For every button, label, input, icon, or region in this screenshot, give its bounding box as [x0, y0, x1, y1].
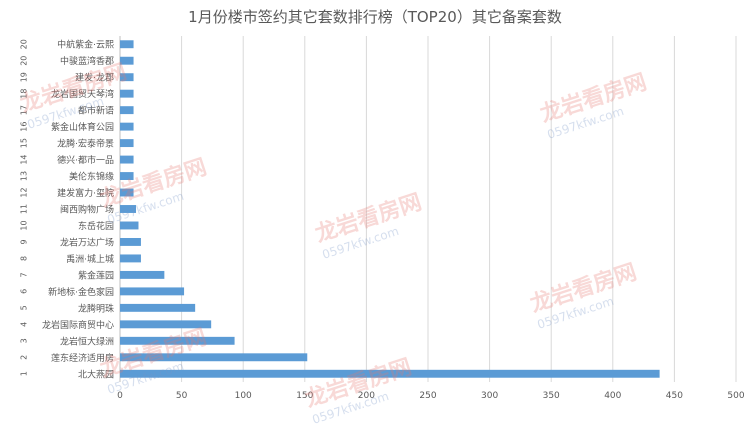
rank-label: 19	[20, 72, 29, 82]
x-tick-label: 450	[666, 391, 683, 401]
bar	[120, 172, 134, 181]
category-label: 禹洲·城上城	[66, 253, 114, 265]
category-label: 闽西购物广场	[60, 204, 114, 216]
x-tick-label: 50	[176, 391, 188, 401]
rank-label: 10	[20, 220, 29, 230]
bar	[120, 237, 141, 246]
category-label: 中骏蓝湾香郡	[60, 55, 114, 67]
bar	[120, 270, 165, 279]
rank-label: 1	[20, 371, 29, 376]
bar	[120, 122, 134, 131]
rank-label: 4	[20, 322, 29, 327]
bar	[120, 205, 137, 213]
bar	[120, 155, 134, 164]
category-label: 紫金莲园	[78, 269, 114, 281]
bar	[120, 287, 185, 296]
category-label: 美伦东锦缘	[69, 171, 114, 183]
bar	[120, 188, 134, 197]
x-tick-label: 250	[419, 391, 436, 401]
rank-label: 9	[20, 239, 29, 244]
rank-label: 17	[20, 105, 29, 115]
rank-label: 7	[20, 272, 29, 277]
rank-label: 11	[20, 204, 29, 214]
bar	[120, 56, 134, 65]
x-tick-label: 200	[358, 391, 375, 401]
rank-label: 13	[20, 171, 29, 181]
x-tick-label: 300	[481, 391, 498, 401]
rank-label: 20	[20, 56, 29, 66]
rank-label: 5	[20, 305, 29, 310]
rank-label: 20	[20, 39, 29, 49]
category-label: 龙腾明珠	[78, 302, 114, 314]
category-label: 北大燕园	[78, 368, 114, 380]
rank-label: 18	[20, 89, 29, 99]
rank-label: 15	[20, 138, 29, 148]
rank-label: 16	[20, 122, 29, 132]
bar	[120, 221, 139, 230]
x-tick-label: 500	[727, 391, 744, 401]
category-label: 中航紫金·云熙	[57, 39, 114, 51]
bar	[120, 369, 660, 378]
bar	[120, 303, 196, 312]
category-label: 建发·龙郡	[75, 72, 114, 84]
bar	[120, 40, 134, 49]
x-tick-label: 350	[543, 391, 560, 401]
category-label: 龙岩万达广场	[60, 236, 114, 248]
bar	[120, 89, 134, 98]
chart-title: 1月份楼市签约其它套数排行榜（TOP20）其它备案套数	[188, 8, 562, 26]
bar	[120, 73, 134, 82]
bar	[120, 139, 134, 148]
category-label: 龙岩恒大绿洲	[60, 335, 114, 347]
rank-label: 8	[20, 256, 29, 261]
category-label: 龙岩国际商贸中心	[42, 319, 114, 331]
rank-label: 2	[20, 355, 29, 360]
category-label: 都市新语	[78, 105, 114, 117]
x-tick-label: 150	[296, 391, 313, 401]
x-tick-label: 0	[117, 391, 123, 401]
category-label: 新地标·金色家园	[48, 286, 114, 298]
category-label: 建发富力·玺院	[57, 187, 114, 199]
bar	[120, 353, 308, 362]
x-tick-label: 100	[235, 391, 252, 401]
category-label: 东岳花园	[78, 220, 114, 232]
bar	[120, 106, 134, 115]
x-tick-label: 400	[604, 391, 621, 401]
category-label: 龙腾·宏泰帝景	[57, 138, 114, 150]
rank-label: 14	[20, 154, 29, 164]
category-label: 紫金山体育公园	[51, 121, 114, 133]
category-label: 莲东经济适用房	[51, 352, 114, 364]
rank-label: 12	[20, 187, 29, 197]
bar	[120, 320, 212, 329]
bar	[120, 336, 235, 345]
rank-label: 3	[20, 338, 29, 343]
category-label: 龙岩国贸天琴湾	[51, 88, 114, 100]
bar	[120, 254, 141, 263]
category-label: 德兴·都市一品	[57, 154, 114, 166]
rank-label: 6	[20, 289, 29, 294]
